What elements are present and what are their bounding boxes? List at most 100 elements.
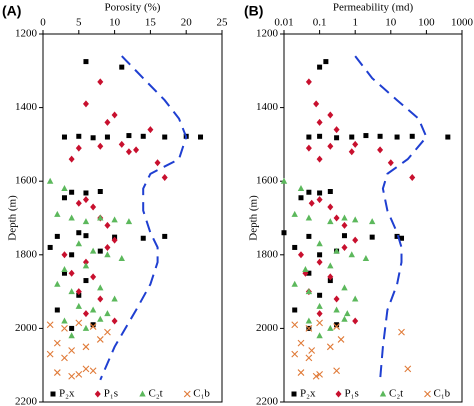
point [90, 203, 97, 211]
point [317, 292, 323, 298]
point [312, 372, 320, 380]
plot-frame [42, 33, 223, 403]
point [53, 369, 61, 376]
point [61, 185, 68, 192]
point [46, 350, 54, 358]
x-tick-label: 10 [385, 17, 397, 29]
point [75, 199, 82, 207]
point [334, 135, 340, 141]
point [96, 336, 104, 343]
point [68, 347, 76, 354]
point [291, 321, 299, 329]
point [306, 270, 312, 276]
point [305, 78, 312, 86]
trend-line [99, 55, 188, 381]
point [297, 369, 305, 376]
point [61, 251, 68, 259]
point [317, 252, 323, 258]
y-tick-label: 1600 [256, 175, 279, 187]
point [133, 146, 140, 154]
point [316, 371, 323, 378]
point [90, 322, 96, 328]
point [126, 133, 132, 139]
point [341, 221, 348, 229]
legend-label: P₂x [59, 388, 75, 400]
point [68, 332, 75, 339]
point [54, 307, 60, 313]
point [308, 347, 316, 354]
point [140, 235, 146, 241]
point [369, 234, 375, 240]
point [47, 244, 53, 250]
point [377, 133, 383, 139]
point [316, 196, 323, 204]
point [305, 144, 312, 152]
y-tick-label: 2200 [15, 396, 38, 406]
point [334, 322, 340, 328]
point [97, 284, 104, 291]
point [316, 240, 323, 247]
point [305, 214, 313, 221]
point [104, 251, 111, 258]
point [323, 59, 329, 65]
point [352, 216, 359, 223]
point [69, 252, 75, 258]
point [352, 317, 359, 325]
point [90, 135, 96, 141]
y-tick-label: 2000 [15, 322, 38, 334]
point [118, 254, 125, 261]
x-tick-label: 0 [40, 17, 46, 29]
point [119, 64, 125, 70]
point [317, 64, 323, 70]
point [53, 339, 61, 347]
point [327, 262, 334, 269]
point [89, 247, 97, 254]
point [409, 133, 415, 139]
point [75, 371, 83, 378]
point [82, 196, 89, 204]
point [125, 148, 132, 156]
point [69, 325, 75, 331]
point [344, 310, 351, 317]
point [316, 332, 323, 339]
point [82, 262, 90, 269]
point [327, 203, 334, 211]
point [292, 244, 298, 250]
point [291, 350, 299, 358]
legend-marker [50, 391, 56, 397]
point [327, 218, 334, 225]
point [61, 354, 68, 362]
point [306, 233, 312, 239]
point [308, 199, 315, 207]
point [82, 324, 90, 331]
point [305, 288, 313, 295]
point [394, 134, 400, 140]
y-tick-label: 1200 [15, 28, 38, 40]
point [348, 251, 355, 258]
point [333, 367, 340, 375]
y-tick-label: 1800 [15, 248, 38, 260]
point [61, 134, 67, 140]
point [349, 134, 355, 140]
point [76, 292, 82, 298]
point [61, 266, 68, 273]
point [111, 317, 118, 325]
point [348, 148, 355, 156]
legend-marker [183, 390, 191, 398]
point [327, 142, 334, 150]
point [317, 190, 323, 196]
point [82, 258, 89, 266]
point [97, 248, 103, 254]
point [83, 233, 89, 239]
point [111, 111, 118, 119]
x-tick-label: 100 [418, 17, 435, 29]
point [333, 247, 340, 254]
point [75, 302, 82, 309]
point [352, 140, 359, 148]
point [333, 295, 340, 303]
point [125, 218, 133, 225]
point [89, 367, 97, 375]
point [75, 288, 82, 296]
plot-frame [283, 33, 463, 403]
